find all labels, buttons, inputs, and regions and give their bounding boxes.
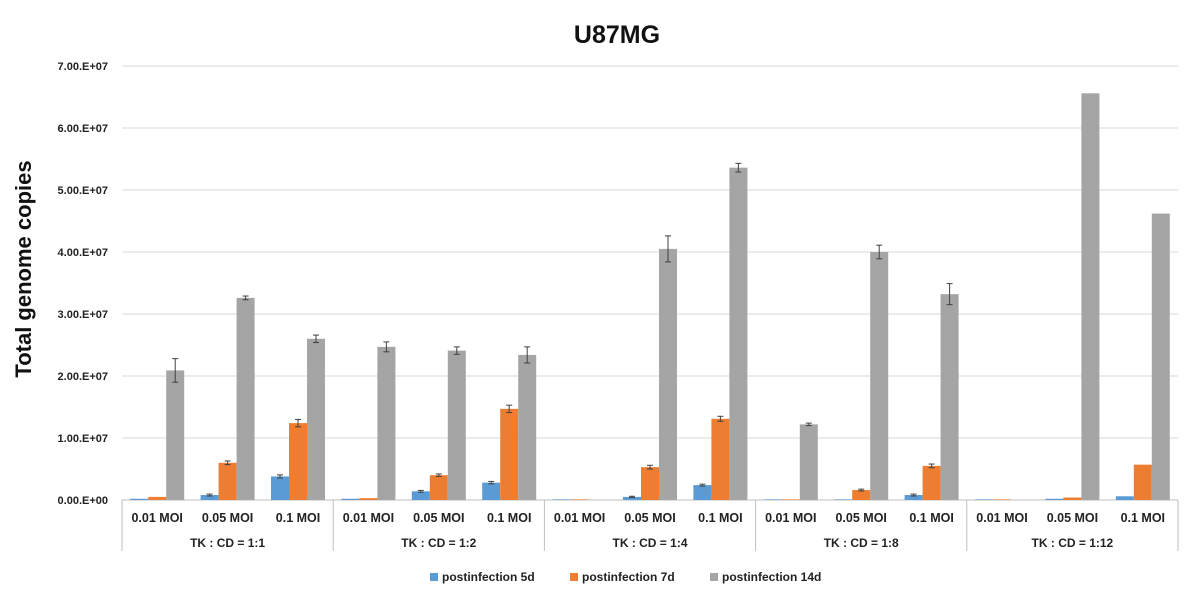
x-tick-label: 0.05 MOI	[202, 511, 253, 525]
bar	[289, 423, 307, 500]
bar	[500, 408, 519, 500]
y-tick-label: 0.00.E+00	[58, 495, 108, 507]
bar	[1045, 498, 1064, 500]
bar	[359, 498, 378, 500]
bar	[693, 485, 712, 500]
bar	[623, 496, 641, 500]
bar	[166, 370, 185, 500]
bar	[1115, 496, 1134, 500]
x-tick-label: 0.01 MOI	[343, 511, 394, 525]
bar	[552, 499, 571, 500]
x-tick-label: 0.1 MOI	[1121, 511, 1165, 525]
y-axis-label: Total genome copies	[11, 160, 36, 377]
gridlines	[122, 65, 1178, 501]
legend-label: postinfection 7d	[582, 570, 675, 584]
bar	[993, 499, 1011, 500]
bar	[975, 499, 993, 500]
x-tick-label: 0.05 MOI	[835, 511, 886, 525]
x-tick-label: 0.05 MOI	[624, 511, 675, 525]
x-tick-label: 0.1 MOI	[487, 511, 531, 525]
x-tick-label: 0.1 MOI	[276, 511, 320, 525]
bar	[148, 496, 167, 500]
bar	[781, 499, 800, 500]
bar	[870, 252, 889, 500]
bar	[1081, 93, 1100, 500]
legend-label: postinfection 5d	[442, 570, 535, 584]
bar	[236, 297, 255, 500]
y-tick-label: 3.00.E+07	[58, 309, 108, 321]
bar	[482, 482, 501, 500]
group-label: TK : CD = 1:1	[190, 536, 265, 550]
bar	[834, 499, 853, 500]
bar	[341, 498, 360, 500]
bar	[729, 167, 748, 500]
bar	[1063, 497, 1082, 500]
group-label: TK : CD = 1:12	[1032, 536, 1114, 550]
bar	[307, 338, 325, 500]
x-tick-label: 0.01 MOI	[765, 511, 816, 525]
group-label: TK : CD = 1:4	[612, 536, 687, 550]
bar	[904, 495, 923, 500]
x-tick-label: 0.01 MOI	[554, 511, 605, 525]
bar	[1133, 464, 1152, 500]
legend-swatch	[570, 573, 578, 581]
bar	[429, 475, 448, 500]
y-tick-label: 1.00.E+07	[58, 433, 108, 445]
bars	[130, 93, 1170, 500]
bar	[130, 498, 149, 500]
group-label: TK : CD = 1:2	[401, 536, 476, 550]
bar	[570, 499, 589, 500]
y-tick-label: 5.00.E+07	[58, 185, 108, 197]
bar	[711, 418, 730, 500]
legend-swatch	[710, 573, 718, 581]
bar	[763, 499, 782, 500]
bar	[271, 476, 289, 500]
y-tick-labels: 0.00.E+00 1.00.E+07 2.00.E+07 3.00.E+07 4.00…	[58, 61, 108, 507]
x-tick-label: 0.05 MOI	[413, 511, 464, 525]
bar	[641, 467, 659, 500]
bar	[852, 490, 871, 500]
bar	[659, 248, 677, 500]
x-tick-label: 0.05 MOI	[1047, 511, 1098, 525]
bar	[1151, 213, 1170, 500]
bar	[200, 495, 219, 500]
bar	[218, 462, 237, 500]
bar	[518, 354, 537, 500]
error-bars	[172, 162, 953, 499]
legend-swatch	[430, 573, 438, 581]
x-tick-label: 0.01 MOI	[976, 511, 1027, 525]
x-tick-label: 0.1 MOI	[698, 511, 742, 525]
x-tick-label: 0.1 MOI	[909, 511, 953, 525]
y-tick-label: 2.00.E+07	[58, 371, 108, 383]
bar	[377, 346, 396, 500]
bar	[940, 294, 959, 500]
x-axis: 0.01 MOI 0.05 MOI 0.1 MOI TK : CD = 1:1 0.01…	[121, 500, 1179, 551]
y-tick-label: 4.00.E+07	[58, 247, 108, 259]
bar	[922, 465, 941, 500]
bar	[447, 350, 466, 500]
bar	[411, 491, 430, 500]
chart-title: U87MG	[574, 21, 660, 49]
bar	[799, 424, 818, 500]
group-label: TK : CD = 1:8	[824, 536, 899, 550]
x-tick-label: 0.01 MOI	[131, 511, 182, 525]
legend-label: postinfection 14d	[722, 570, 821, 584]
y-tick-label: 7.00.E+07	[58, 61, 108, 73]
legend: postinfection 5d postinfection 7d postinfe…	[430, 570, 821, 584]
y-tick-label: 6.00.E+07	[58, 123, 108, 135]
